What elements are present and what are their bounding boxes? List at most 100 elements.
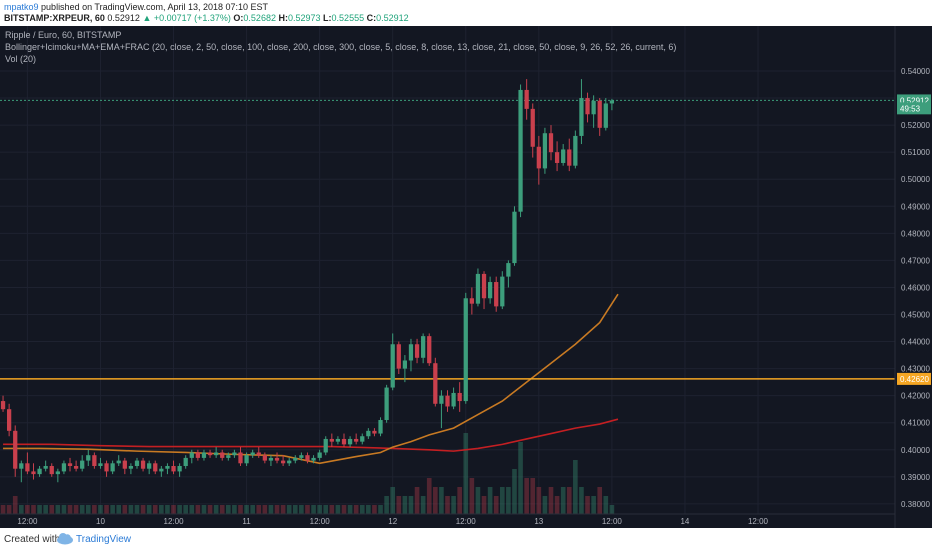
- candle-body: [274, 457, 280, 461]
- candle-body: [140, 460, 146, 469]
- candle-body: [536, 146, 541, 169]
- volume-bar: [37, 505, 42, 514]
- symbol-label: BITSTAMP:XRPEUR, 60: [4, 13, 105, 23]
- candle-body: [439, 395, 444, 404]
- volume-bar: [317, 505, 322, 514]
- candle-body: [280, 460, 286, 464]
- candle-body: [116, 460, 121, 464]
- close-label: C:: [366, 13, 377, 23]
- candle-body: [159, 468, 164, 472]
- candle-body: [122, 460, 127, 469]
- volume-bar: [597, 487, 603, 514]
- chart-panel[interactable]: Ripple / Euro, 60, BITSTAMP Bollinger+Ic…: [0, 26, 932, 528]
- candle-body: [49, 466, 54, 475]
- volume-bar: [359, 505, 365, 514]
- candle-body: [500, 276, 505, 307]
- candle-body: [226, 455, 231, 458]
- candle-body: [92, 455, 97, 467]
- x-tick-label: 11: [242, 517, 251, 526]
- volume-bar: [420, 496, 426, 514]
- y-tick-label: 0.39000: [901, 473, 930, 482]
- volume-bar: [506, 487, 511, 514]
- candle-body: [250, 452, 255, 456]
- candle-body: [189, 452, 194, 458]
- volume-bar: [560, 487, 566, 514]
- volume-bar: [49, 505, 55, 514]
- candle-body: [591, 100, 596, 115]
- candle-body: [147, 463, 152, 469]
- candle-body: [561, 149, 566, 163]
- price-chart[interactable]: 0.540000.530000.520000.510000.500000.490…: [0, 26, 932, 528]
- candle-body: [268, 457, 274, 461]
- change-value: ▲ +0.00717 (+1.37%): [142, 13, 231, 23]
- y-tick-label: 0.54000: [901, 67, 930, 76]
- y-tick-label: 0.51000: [901, 148, 930, 157]
- volume-bar: [195, 505, 201, 514]
- candle-body: [487, 282, 493, 299]
- candle-body: [293, 457, 298, 461]
- candle-body: [524, 89, 529, 109]
- y-tick-label: 0.41000: [901, 419, 930, 428]
- candle-body: [335, 438, 341, 442]
- volume-bar: [603, 496, 609, 514]
- low-label: L:: [323, 13, 332, 23]
- candle-body: [110, 463, 115, 472]
- volume-bar: [116, 505, 122, 514]
- volume-bar: [335, 505, 341, 514]
- volume-bar: [238, 505, 243, 514]
- candle-body: [31, 471, 36, 475]
- candle-body: [195, 452, 201, 458]
- volume-bar: [591, 496, 596, 514]
- username-link[interactable]: mpatko9: [4, 2, 39, 12]
- x-tick-label: 13: [534, 517, 543, 526]
- volume-bar: [85, 505, 91, 514]
- candle-body: [98, 463, 103, 467]
- y-tick-label: 0.49000: [901, 202, 930, 211]
- candle-body: [390, 344, 395, 388]
- ema-orange-line: [3, 293, 619, 465]
- volume-bar: [530, 478, 536, 514]
- volume-bar: [384, 496, 389, 514]
- volume-bar: [469, 478, 475, 514]
- volume-bar: [0, 505, 6, 514]
- candle-body: [506, 263, 511, 277]
- volume-bar: [536, 487, 542, 514]
- candle-body: [323, 438, 328, 453]
- volume-bar: [433, 487, 438, 514]
- candle-body: [573, 135, 578, 166]
- volume-bar: [329, 505, 335, 514]
- high-label: H:: [278, 13, 288, 23]
- candle-body: [171, 466, 176, 472]
- volume-bar: [481, 496, 487, 514]
- volume-bar: [286, 505, 292, 514]
- volume-bar: [268, 505, 274, 514]
- volume-bar: [207, 505, 213, 514]
- volume-bar: [463, 433, 469, 514]
- x-tick-label: 14: [680, 517, 689, 526]
- price-label-text: 49:53: [900, 104, 921, 113]
- volume-bar: [140, 505, 146, 514]
- volume-bar: [390, 487, 396, 514]
- x-tick-label: 12:00: [748, 517, 769, 526]
- volume-bar: [396, 496, 402, 514]
- published-text: published on TradingView.com, April 13, …: [41, 2, 269, 12]
- candle-body: [214, 452, 219, 456]
- volume-bar: [146, 505, 152, 514]
- volume-bar: [31, 505, 36, 514]
- tradingview-cloud-icon: [57, 533, 73, 545]
- volume-bar: [201, 505, 207, 514]
- volume-bar: [445, 496, 450, 514]
- candle-body: [244, 455, 249, 464]
- candle-body: [609, 100, 615, 104]
- volume-bar: [439, 487, 444, 514]
- volume-bar: [226, 505, 231, 514]
- volume-bar: [414, 487, 420, 514]
- candle-body: [366, 430, 371, 437]
- candle-body: [183, 457, 188, 467]
- volume-bar: [61, 505, 67, 514]
- x-tick-label: 12:00: [17, 517, 38, 526]
- volume-bar: [165, 505, 170, 514]
- candle-body: [396, 344, 401, 369]
- candle-body: [378, 420, 383, 434]
- volume-bar: [43, 505, 48, 514]
